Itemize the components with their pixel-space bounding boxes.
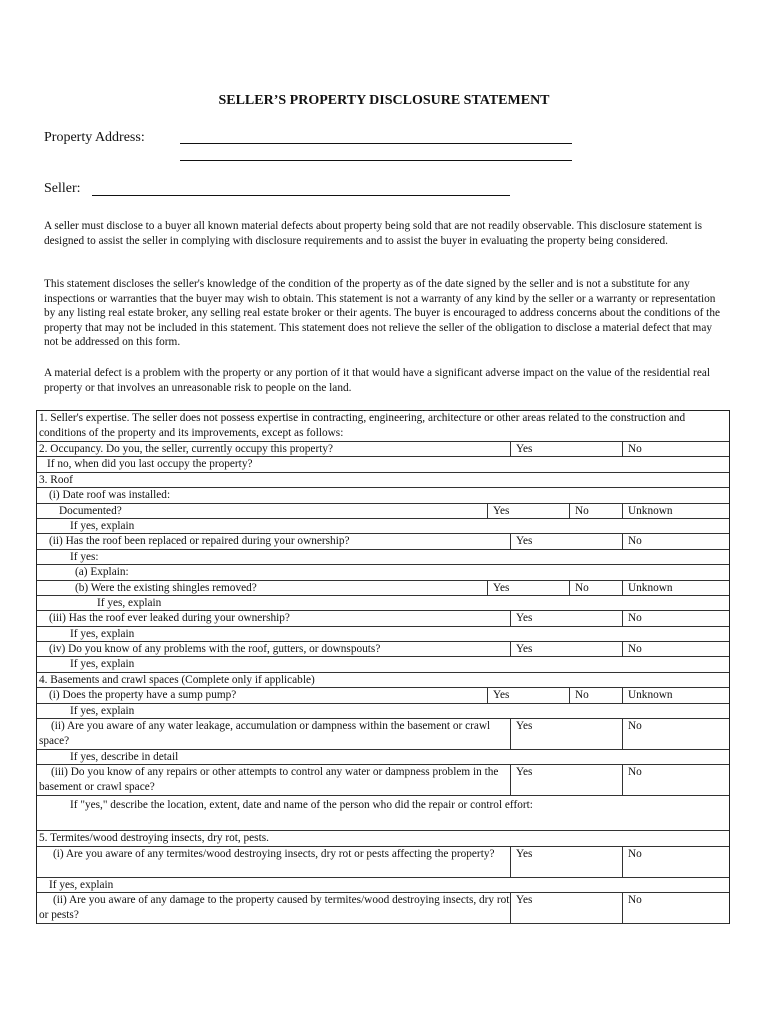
page-title: SELLER’S PROPERTY DISCLOSURE STATEMENT [218, 93, 550, 108]
question-text[interactable]: If yes, explain [97, 596, 162, 609]
table-row: (i) Date roof was installed: [37, 488, 729, 504]
question-text: 5. Termites/wood destroying insects, dry… [39, 832, 269, 845]
table-row: If no, when did you last occupy the prop… [37, 457, 729, 473]
table-row: (iii) Do you know of any repairs or othe… [37, 765, 729, 797]
question-text: 1. Seller's expertise. The seller does n… [39, 412, 686, 439]
yes-option[interactable]: Yes [510, 719, 622, 750]
table-row: If yes, explain [37, 519, 729, 535]
question-text[interactable]: If yes, explain [70, 519, 135, 532]
table-row: (ii) Are you aware of any water leakage,… [37, 719, 729, 751]
table-row: (iv) Do you know of any problems with th… [37, 642, 729, 658]
table-row: If yes, explain [37, 627, 729, 643]
question-text: (i) Does the property have a sump pump? [49, 689, 237, 702]
question-text[interactable]: If yes, explain [70, 627, 135, 640]
property-address-field-1[interactable] [180, 143, 572, 144]
question-text: 2. Occupancy. Do you, the seller, curren… [39, 443, 334, 455]
question-text: 4. Basements and crawl spaces (Complete … [39, 673, 315, 686]
unknown-option[interactable]: Unknown [622, 688, 729, 703]
table-row: (ii) Are you aware of any damage to the … [37, 893, 729, 925]
intro-paragraph: A seller must disclose to a buyer all kn… [44, 220, 702, 247]
table-row: (b) Were the existing shingles removed? Y… [37, 580, 729, 596]
table-row: (i) Are you aware of any termites/wood d… [37, 846, 729, 878]
question-text[interactable]: If no, when did you last occupy the prop… [47, 458, 253, 471]
table-row: If yes, explain [37, 596, 729, 612]
table-row: If yes: [37, 550, 729, 566]
table-row: Documented? Yes No Unknown [37, 503, 729, 519]
definition-paragraph: A material defect is a problem with the … [44, 367, 710, 394]
question-text: (iii) Has the roof ever leaked during yo… [49, 612, 290, 625]
question-text: (iii) Do you know of any repairs or othe… [39, 766, 499, 793]
table-row: (iii) Has the roof ever leaked during yo… [37, 611, 729, 627]
table-row: 2. Occupancy. Do you, the seller, curren… [37, 442, 729, 458]
yes-option[interactable]: Yes [487, 688, 569, 703]
question-text[interactable]: If yes, explain [49, 878, 114, 891]
no-option[interactable]: No [622, 611, 729, 626]
yes-option[interactable]: Yes [510, 846, 622, 877]
yes-option[interactable]: Yes [487, 580, 569, 595]
question-text: If yes: [70, 550, 99, 563]
table-row: If yes, explain [37, 657, 729, 673]
table-row: If "yes," describe the location, extent,… [37, 796, 729, 832]
no-option[interactable]: No [622, 534, 729, 549]
unknown-option[interactable]: Unknown [622, 503, 729, 518]
question-text[interactable]: If yes, describe in detail [70, 751, 179, 764]
yes-option[interactable]: Yes [510, 765, 622, 796]
question-text[interactable]: (i) Date roof was installed: [49, 489, 171, 502]
question-text: (ii) Are you aware of any damage to the … [39, 894, 510, 921]
no-option[interactable]: No [622, 642, 729, 657]
question-text[interactable]: If "yes," describe the location, extent,… [70, 799, 533, 812]
property-address-label: Property Address: [44, 130, 145, 145]
no-option[interactable]: No [622, 846, 729, 877]
no-option[interactable]: No [622, 719, 729, 750]
question-text: (i) Are you aware of any termites/wood d… [53, 847, 495, 860]
yes-option[interactable]: Yes [487, 503, 569, 518]
unknown-option[interactable]: Unknown [622, 580, 729, 595]
no-option[interactable]: No [622, 893, 729, 924]
table-row: (a) Explain: [37, 565, 729, 581]
no-option[interactable]: No [569, 503, 622, 518]
property-address-field-2[interactable] [180, 160, 572, 161]
question-text: (iv) Do you know of any problems with th… [49, 643, 381, 656]
question-text: 3. Roof [39, 473, 73, 486]
yes-option[interactable]: Yes [510, 611, 622, 626]
question-text[interactable]: (a) Explain: [75, 566, 129, 579]
yes-option[interactable]: Yes [510, 442, 622, 457]
table-row: If yes, explain [37, 878, 729, 894]
table-row: If yes, describe in detail [37, 750, 729, 766]
question-text[interactable]: If yes, explain [70, 704, 135, 717]
yes-option[interactable]: Yes [510, 534, 622, 549]
question-text: (ii) Has the roof been replaced or repai… [49, 535, 350, 548]
statement-paragraph: This statement discloses the seller's kn… [44, 278, 720, 349]
table-row: 1. Seller's expertise. The seller does n… [37, 411, 729, 442]
seller-field[interactable] [92, 195, 510, 196]
no-option[interactable]: No [569, 580, 622, 595]
question-text: (b) Were the existing shingles removed? [75, 581, 257, 594]
table-row: If yes, explain [37, 704, 729, 720]
question-text: (ii) Are you aware of any water leakage,… [39, 720, 491, 747]
table-row: 3. Roof [37, 473, 729, 489]
no-option[interactable]: No [622, 442, 729, 457]
table-row: (i) Does the property have a sump pump? Y… [37, 688, 729, 704]
yes-option[interactable]: Yes [510, 893, 622, 924]
no-option[interactable]: No [622, 765, 729, 796]
table-row: 4. Basements and crawl spaces (Complete … [37, 673, 729, 689]
yes-option[interactable]: Yes [510, 642, 622, 657]
question-text[interactable]: If yes, explain [70, 658, 135, 671]
no-option[interactable]: No [569, 688, 622, 703]
question-text: Documented? [59, 504, 122, 517]
seller-label: Seller: [44, 181, 81, 196]
table-row: (ii) Has the roof been replaced or repai… [37, 534, 729, 550]
table-row: 5. Termites/wood destroying insects, dry… [37, 831, 729, 847]
disclosure-table: 1. Seller's expertise. The seller does n… [36, 410, 730, 925]
